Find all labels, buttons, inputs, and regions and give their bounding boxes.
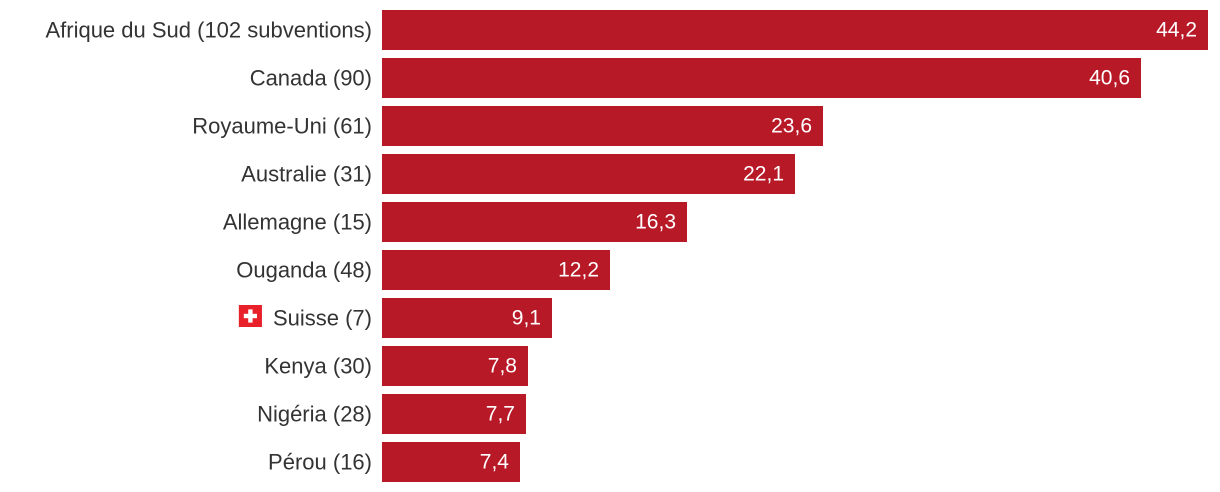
category-label: Nigéria (28) (257, 402, 372, 427)
bar-value-label: 7,4 (480, 451, 510, 474)
bar-value-label: 9,1 (512, 307, 541, 330)
category-label: Pérou (16) (268, 450, 372, 475)
bar (382, 202, 687, 242)
bar (382, 58, 1141, 98)
bar-value-label: 7,7 (486, 403, 515, 426)
category-label: Suisse (7) (273, 306, 372, 331)
bar-value-label: 44,2 (1156, 19, 1197, 42)
bar-value-label: 12,2 (558, 259, 599, 282)
category-label: Ouganda (48) (236, 258, 372, 283)
category-label: Canada (90) (250, 66, 372, 91)
bar (382, 442, 520, 482)
bar (382, 250, 610, 290)
category-label: Kenya (30) (264, 354, 372, 379)
bar-value-label: 7,8 (488, 355, 517, 378)
bar-value-label: 40,6 (1089, 67, 1130, 90)
bar (382, 106, 823, 146)
bar-value-label: 16,3 (635, 211, 676, 234)
bar (382, 298, 552, 338)
category-label: Australie (31) (241, 162, 372, 187)
bar (382, 154, 795, 194)
bar-value-label: 23,6 (771, 115, 812, 138)
category-label: Afrique du Sud (102 subventions) (45, 18, 372, 43)
bar (382, 394, 526, 434)
bar-value-label: 22,1 (743, 163, 784, 186)
category-label: Allemagne (15) (223, 210, 372, 235)
category-label: Royaume-Uni (61) (192, 114, 372, 139)
bar (382, 346, 528, 386)
bar (382, 10, 1208, 50)
swiss-flag-icon (238, 305, 262, 327)
